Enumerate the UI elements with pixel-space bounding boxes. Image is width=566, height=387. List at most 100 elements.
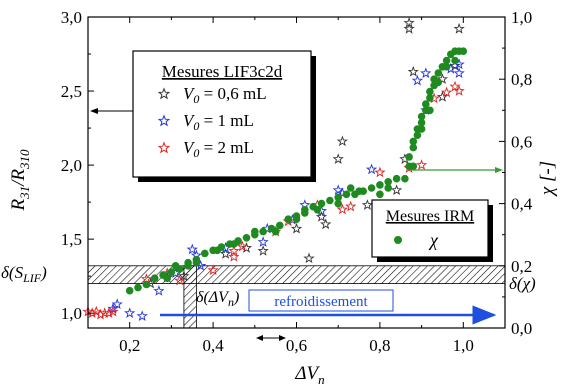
data-point — [178, 270, 190, 281]
data-point — [192, 258, 201, 267]
annotation-delta-chi: δ(χ) — [509, 274, 536, 293]
data-point — [303, 252, 315, 264]
data-point — [361, 199, 374, 210]
annotations: δ(SLIF) δ(ΔVn) δ(χ) refroidissement — [1, 263, 536, 341]
data-point — [107, 305, 119, 317]
data-point — [290, 222, 303, 234]
x-axis-label: ΔV — [294, 363, 320, 384]
y-left-tick-label: 2,5 — [61, 82, 82, 101]
data-point — [390, 184, 403, 196]
data-point — [417, 118, 426, 127]
data-point — [313, 206, 322, 214]
data-point — [228, 245, 240, 256]
data-point — [346, 184, 355, 192]
data-point — [417, 112, 426, 121]
y-right-tick-label: 0,6 — [511, 132, 532, 151]
data-point — [345, 200, 357, 212]
data-point — [409, 143, 418, 152]
data-point — [334, 199, 343, 208]
data-point — [257, 245, 269, 256]
data-point — [417, 125, 426, 133]
data-point — [411, 74, 424, 86]
data-series — [82, 16, 468, 321]
data-point — [449, 80, 461, 92]
data-point — [409, 137, 418, 146]
data-point — [90, 305, 102, 317]
x-axis-title: ΔVn — [294, 363, 324, 387]
x-tick-label: 0,2 — [119, 336, 140, 355]
data-point — [451, 56, 459, 65]
data-point — [184, 262, 192, 270]
data-point — [459, 47, 468, 55]
data-point — [167, 268, 176, 276]
data-point — [426, 106, 434, 115]
data-point — [242, 234, 251, 242]
band-delta-vn — [183, 265, 197, 329]
data-point — [367, 184, 376, 192]
data-point — [434, 69, 443, 77]
data-point — [442, 63, 451, 71]
x-tick-label: 1,0 — [453, 336, 474, 355]
data-point — [453, 67, 465, 79]
data-point — [332, 184, 344, 196]
x-tick-label: 0,4 — [202, 336, 224, 355]
data-point — [336, 203, 348, 215]
series-3 — [125, 47, 468, 295]
y-right-label: χ [-] — [537, 161, 558, 197]
data-point — [320, 218, 332, 230]
data-point — [207, 264, 219, 276]
data-point — [376, 190, 384, 199]
y-left-axis-title: R31/R310 — [8, 149, 32, 212]
data-point — [405, 153, 413, 161]
legend-lif-marker — [157, 114, 171, 127]
data-point — [111, 298, 123, 310]
legend-irm-marker — [394, 236, 402, 244]
data-point — [271, 227, 280, 236]
data-point — [365, 163, 378, 175]
data-point — [384, 178, 393, 186]
data-point — [251, 227, 259, 236]
legend-lif-marker — [157, 141, 171, 154]
data-point — [171, 262, 180, 270]
data-point — [174, 274, 186, 286]
data-point — [392, 174, 401, 183]
data-point — [230, 240, 238, 248]
axis-pointer-arrows — [90, 108, 503, 173]
y-left-label-sub-1: 31 — [17, 186, 32, 200]
data-point — [240, 242, 253, 253]
data-point — [284, 215, 293, 223]
y-right-tick-label: 0,2 — [511, 257, 532, 276]
data-point — [228, 251, 240, 262]
data-point — [420, 67, 432, 79]
data-point — [413, 131, 422, 139]
data-point — [426, 94, 434, 102]
data-point — [342, 190, 351, 199]
legend-irm: Mesures IRM χ — [371, 199, 493, 262]
data-point — [332, 153, 344, 164]
data-point — [442, 56, 451, 65]
data-point — [301, 206, 309, 214]
data-point — [415, 159, 428, 170]
data-point — [436, 91, 448, 102]
data-point — [213, 246, 222, 255]
data-point — [153, 285, 165, 296]
data-point — [317, 199, 326, 208]
data-point — [355, 187, 363, 195]
x-tick-label: 0,8 — [369, 336, 390, 355]
data-point — [376, 181, 384, 189]
data-point — [124, 307, 136, 318]
data-point — [440, 86, 453, 98]
data-point — [292, 215, 301, 223]
data-point — [201, 249, 209, 258]
data-point — [336, 135, 348, 147]
data-point — [407, 65, 419, 77]
data-point — [384, 184, 393, 192]
y-left-tick-label: 2,0 — [61, 156, 82, 175]
data-point — [315, 210, 328, 222]
data-point — [163, 274, 171, 283]
legend-lif-marker — [157, 87, 171, 100]
data-point — [436, 73, 449, 84]
y-left-label-part-2: /R — [8, 169, 29, 187]
data-point — [134, 283, 142, 292]
